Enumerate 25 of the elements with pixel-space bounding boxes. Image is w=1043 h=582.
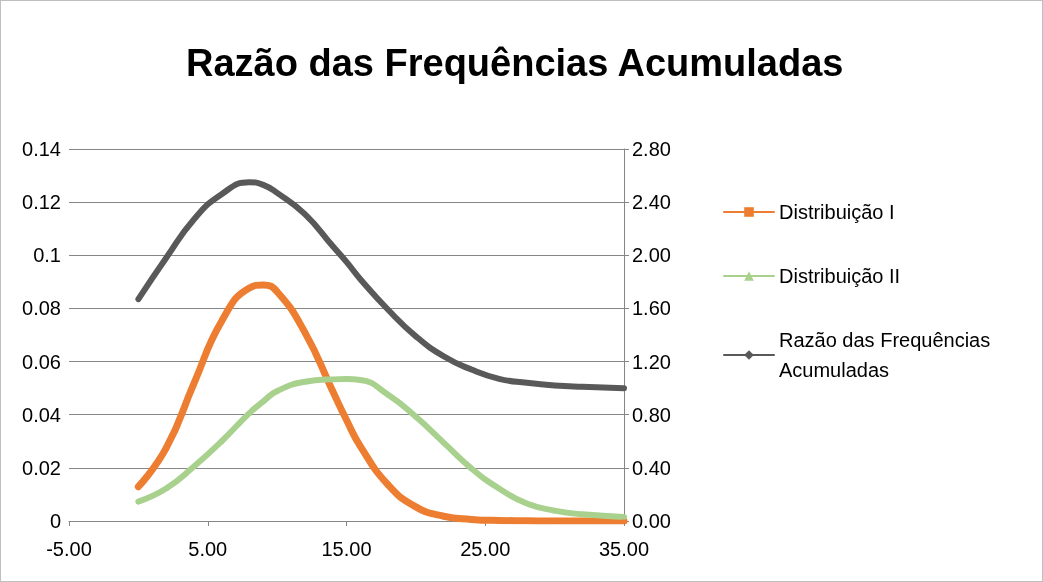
y2-tick-label: 1.20 bbox=[632, 350, 671, 373]
y2-tick-label: 2.80 bbox=[632, 138, 671, 160]
x-tick-label: -5.00 bbox=[46, 538, 92, 560]
y-tick-label: 0.14 bbox=[22, 138, 61, 160]
y2-tick-label: 0.00 bbox=[632, 510, 671, 532]
y2-tick-label: 0.80 bbox=[632, 403, 671, 426]
legend-label: Razão das Frequências Acumuladas bbox=[779, 329, 996, 381]
y-tick-label: 0.08 bbox=[22, 297, 61, 320]
legend-label: Distribuição II bbox=[779, 265, 901, 287]
y-tick-label: 0.12 bbox=[22, 191, 61, 214]
y2-tick-label: 1.60 bbox=[632, 297, 671, 320]
y-tick-label: 0.04 bbox=[22, 403, 61, 426]
y2-tick-label: 2.40 bbox=[632, 191, 671, 214]
y2-tick-label: 2.00 bbox=[632, 244, 671, 267]
y2-tick-label: 0.40 bbox=[632, 456, 671, 479]
y-tick-label: 0.1 bbox=[33, 244, 61, 267]
x-tick-label: 35.00 bbox=[598, 538, 650, 560]
x-tick-label: 15.00 bbox=[321, 538, 372, 560]
y-tick-label: 0.06 bbox=[22, 350, 61, 373]
x-tick-label: 5.00 bbox=[188, 538, 228, 560]
x-tick-label: 25.00 bbox=[460, 538, 511, 560]
chart-title: Razão das Frequências Acumuladas bbox=[186, 42, 844, 84]
y-tick-label: 0 bbox=[49, 510, 61, 532]
legend-label: Distribuição I bbox=[779, 201, 895, 223]
y-tick-label: 0.02 bbox=[22, 456, 61, 479]
